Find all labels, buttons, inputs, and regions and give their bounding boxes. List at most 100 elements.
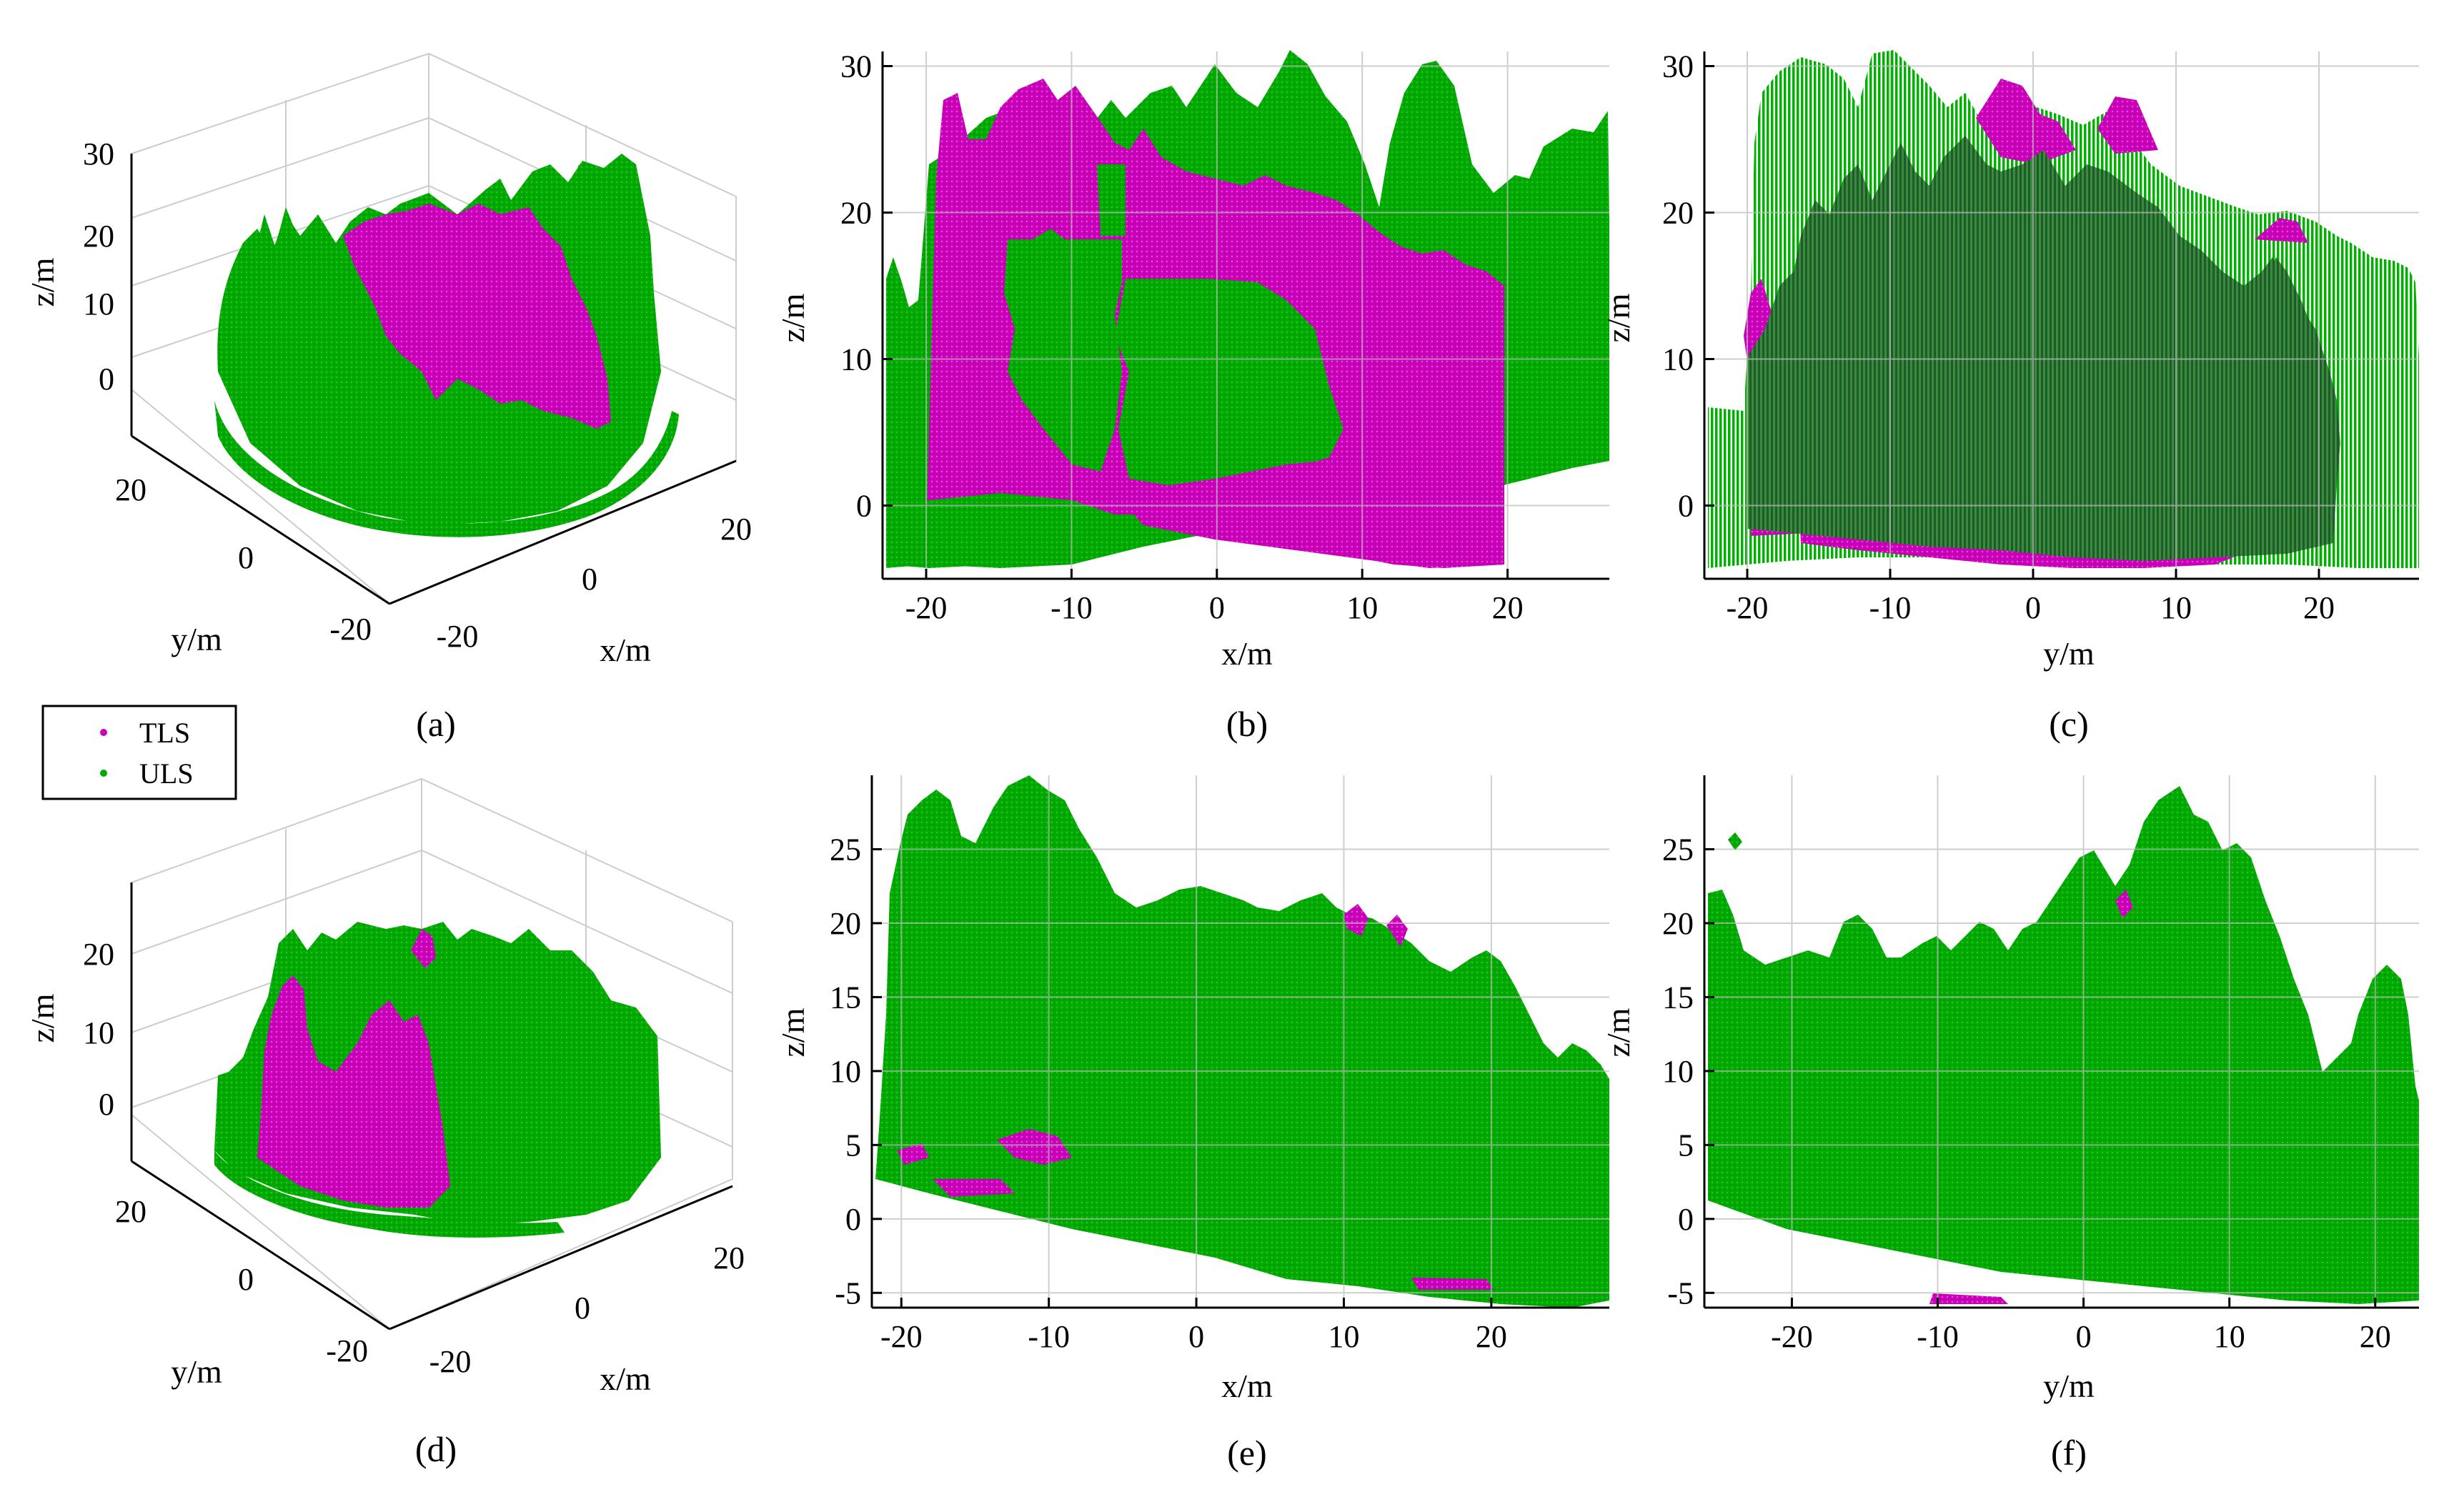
dark-overlap-c xyxy=(1747,136,2340,561)
legend-marker-tls xyxy=(100,729,107,736)
tick-label-x: 10 xyxy=(2160,590,2192,625)
z-ticks-d: 20 10 0 xyxy=(83,937,114,1122)
ticks-b: -20 -10 0 10 20 0 10 20 30 xyxy=(840,49,1524,626)
z-axis-label: z/m xyxy=(24,257,61,307)
panel-c: -20 -10 0 10 20 0 10 20 30 y/m z/m (c) xyxy=(1600,49,2419,744)
tick-label-x: 20 xyxy=(1476,1319,1507,1354)
tick-label-x: -20 xyxy=(1727,590,1769,625)
panel-e: -20 -10 0 10 20 -5 0 5 10 15 20 25 x/m z/m (e) xyxy=(775,775,1609,1473)
legend-label-uls: ULS xyxy=(139,757,194,790)
tick-label-y: 30 xyxy=(840,49,872,84)
tick-label-y: -5 xyxy=(835,1275,861,1311)
y-axis-label: y/m xyxy=(171,1353,222,1390)
x-ticks-d: -20 0 20 xyxy=(429,1240,745,1379)
tick-label: 10 xyxy=(83,287,114,322)
frame-b xyxy=(881,51,1609,580)
tick-label-y: 25 xyxy=(830,832,861,867)
tick-label-y: 10 xyxy=(1662,342,1694,377)
tick-label: -20 xyxy=(326,1333,368,1368)
x-axis-label: x/m xyxy=(1221,635,1273,672)
ticks-c: -20 -10 0 10 20 0 10 20 30 xyxy=(1662,49,2335,626)
uls-corner-tree-f xyxy=(1728,832,1742,850)
panel-label-c: (c) xyxy=(2049,704,2089,744)
gridlines-e xyxy=(872,775,1609,1308)
tick-label: -20 xyxy=(429,1344,472,1379)
legend-box xyxy=(41,705,237,800)
tick-label-x: 10 xyxy=(1346,590,1378,625)
uls-inset-b xyxy=(1004,164,1343,486)
y-ticks-d: 20 0 -20 xyxy=(115,1194,368,1368)
tick-label: 20 xyxy=(115,472,146,507)
z-axis-label: z/m xyxy=(24,993,61,1043)
tick-label-x: 0 xyxy=(1209,590,1225,625)
axes-3d-lines xyxy=(130,154,737,605)
tick-label-y: 0 xyxy=(845,1202,861,1237)
ground-band-b xyxy=(886,493,1143,568)
panel-a: 30 20 10 0 20 0 -20 -20 0 20 z/m y/m x/m… xyxy=(24,52,752,744)
tick-label-x: 0 xyxy=(2076,1319,2092,1354)
x-axis-label: y/m xyxy=(2043,1368,2095,1404)
tick-label-y: 0 xyxy=(1678,1202,1694,1237)
tick-label: 20 xyxy=(83,937,114,972)
ticks-f: -20 -10 0 10 20 -5 0 5 10 15 20 25 xyxy=(1662,832,2391,1354)
tick-label: 0 xyxy=(582,562,597,597)
frame-c xyxy=(1703,51,2419,580)
tick-label-x: -10 xyxy=(1869,590,1912,625)
tick-label-x: -10 xyxy=(1917,1319,1959,1354)
tls-peaks-c xyxy=(1976,79,2308,243)
tick-label-y: 0 xyxy=(856,489,872,524)
tick-label-y: 10 xyxy=(830,1054,861,1089)
tick-label-y: 25 xyxy=(1662,832,1694,867)
tls-cloud-d xyxy=(257,975,450,1208)
tick-label-x: -10 xyxy=(1050,590,1093,625)
x-axis-label: x/m xyxy=(1221,1368,1273,1404)
tick-label-x: 20 xyxy=(2303,590,2335,625)
y-axis-label: z/m xyxy=(1600,293,1636,342)
tick-label: 10 xyxy=(83,1015,114,1050)
tick-label-y: 15 xyxy=(830,980,861,1015)
tick-label-y: -5 xyxy=(1667,1275,1694,1311)
gridlines-f xyxy=(1704,775,2419,1308)
tick-label: 20 xyxy=(720,512,752,547)
legend-label-tls: TLS xyxy=(139,717,190,749)
tick-label-x: -20 xyxy=(1771,1319,1813,1354)
panel-b: -20 -10 0 10 20 0 10 20 30 x/m z/m (b) xyxy=(775,49,1609,744)
uls-cloud-f xyxy=(1708,786,2419,1304)
panel-label-d: (d) xyxy=(415,1429,457,1469)
tls-cloud-a xyxy=(343,204,611,429)
tick-label: 0 xyxy=(99,362,114,397)
y-axis-label: y/m xyxy=(171,621,222,657)
panel-f: -20 -10 0 10 20 -5 0 5 10 15 20 25 y/m z/m (f) xyxy=(1600,775,2419,1473)
tick-label-y: 5 xyxy=(845,1128,861,1163)
tick-label-x: 0 xyxy=(1188,1319,1204,1354)
z-ticks-a: 30 20 10 0 xyxy=(83,136,114,397)
dark-trees-c xyxy=(1808,214,2315,400)
tick-label-y: 20 xyxy=(1662,906,1694,941)
tick-label-y: 20 xyxy=(1662,196,1694,231)
tls-patches-e xyxy=(897,904,1494,1290)
uls-cloud-e xyxy=(875,775,1609,1308)
tick-label: 0 xyxy=(575,1290,590,1326)
y-ticks-a: 20 0 -20 xyxy=(115,472,372,647)
panel-label-e: (e) xyxy=(1227,1433,1267,1473)
tick-label: 20 xyxy=(115,1194,146,1229)
tls-peaks-d xyxy=(411,929,436,968)
uls-right-b xyxy=(1504,214,1608,472)
tick-label-y: 20 xyxy=(840,196,872,231)
tick-label: 0 xyxy=(238,1262,254,1297)
tick-label-y: 10 xyxy=(1662,1054,1694,1089)
panel-label-f: (f) xyxy=(2051,1433,2087,1473)
ticks-e: -20 -10 0 10 20 -5 0 5 10 15 20 25 xyxy=(830,832,1507,1354)
tick-label-x: -20 xyxy=(880,1319,923,1354)
tick-label-y: 5 xyxy=(1678,1128,1694,1163)
tick-label: -20 xyxy=(329,612,372,647)
tick-label-x: 20 xyxy=(2360,1319,2391,1354)
tick-label: -20 xyxy=(437,619,479,654)
tick-label-x: 20 xyxy=(1492,590,1524,625)
tick-label-y: 20 xyxy=(830,906,861,941)
y-axis-label: z/m xyxy=(1600,1008,1636,1057)
axes-3d-lines xyxy=(130,882,733,1331)
tls-patches-f xyxy=(1929,890,2133,1304)
tick-label-x: 10 xyxy=(2214,1319,2245,1354)
ground-disk-a xyxy=(214,400,679,537)
